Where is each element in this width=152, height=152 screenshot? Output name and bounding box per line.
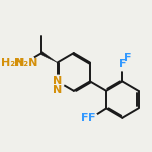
Polygon shape	[41, 52, 58, 62]
Text: N: N	[53, 76, 62, 86]
Text: F: F	[124, 52, 131, 62]
Text: H₂N: H₂N	[0, 57, 24, 67]
Text: F: F	[88, 113, 95, 123]
Text: H₂N: H₂N	[14, 57, 37, 67]
Text: N: N	[53, 85, 62, 95]
Text: F: F	[81, 113, 89, 123]
Text: F: F	[119, 59, 126, 69]
